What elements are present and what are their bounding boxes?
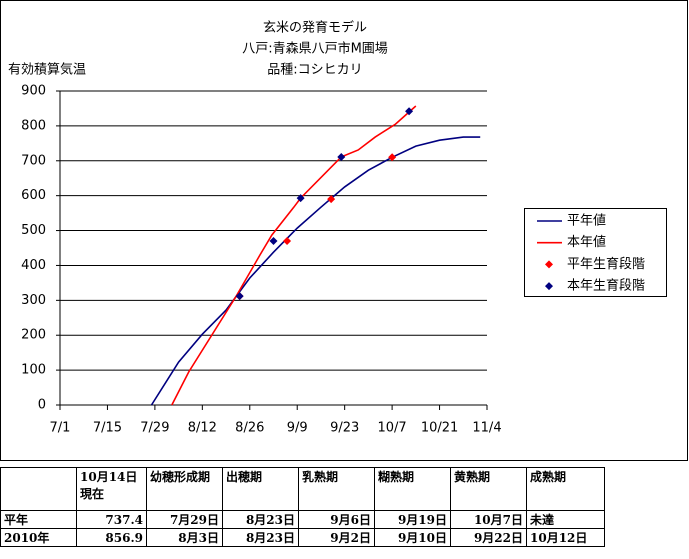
table-cell: 出穂期 bbox=[222, 467, 299, 511]
point bbox=[337, 152, 346, 161]
x-tick-label: 7/29 bbox=[140, 421, 169, 436]
table-cell: 856.9 bbox=[76, 528, 147, 547]
table-cell: 平年 bbox=[0, 510, 77, 529]
table-cell: 黄熟期 bbox=[450, 467, 527, 511]
x-tick-label: 10/7 bbox=[378, 421, 407, 436]
table-cell: 2010年 bbox=[0, 528, 77, 547]
x-tick-label: 11/4 bbox=[472, 421, 501, 436]
y-tick-label: 700 bbox=[21, 153, 46, 168]
legend-marker bbox=[545, 260, 553, 269]
chart: 玄米の発育モデル 八戸:青森県八戸市M圃場 品種:コシヒカリ 有効積算気温 0 1… bbox=[0, 0, 688, 461]
chart-subtitle: 品種:コシヒカリ bbox=[267, 62, 362, 78]
table-cell: 10月7日 bbox=[450, 510, 527, 529]
table-cell: 9月22日 bbox=[450, 528, 527, 547]
point bbox=[283, 237, 292, 246]
x-tick-label: 7/1 bbox=[50, 421, 71, 436]
x-tick-label: 7/15 bbox=[93, 421, 122, 436]
table-cell: 幼穂形成期 bbox=[146, 467, 223, 511]
point bbox=[269, 237, 278, 246]
table-cell: 9月2日 bbox=[298, 528, 375, 547]
chart-frame bbox=[0, 0, 688, 461]
legend-box bbox=[524, 208, 667, 297]
table-cell: 8月23日 bbox=[222, 510, 299, 529]
y-tick-label: 300 bbox=[21, 293, 46, 308]
table-cell: 未達 bbox=[526, 510, 605, 529]
table-cell bbox=[0, 467, 77, 511]
y-tick-label: 500 bbox=[21, 223, 46, 238]
y-tick-label: 800 bbox=[21, 118, 46, 133]
y-tick-label: 100 bbox=[21, 363, 46, 378]
point bbox=[405, 107, 414, 116]
table-cell: 8月3日 bbox=[146, 528, 223, 547]
x-tick-label: 8/26 bbox=[235, 421, 264, 436]
table-cell: 9月19日 bbox=[374, 510, 451, 529]
table-cell: 7月29日 bbox=[146, 510, 223, 529]
table-cell: 9月10日 bbox=[374, 528, 451, 547]
legend-label: 本年生育段階 bbox=[567, 278, 645, 294]
point bbox=[235, 292, 244, 301]
table-cell: 10月12日 bbox=[526, 528, 605, 547]
legend-label: 平年生育段階 bbox=[567, 256, 645, 272]
point bbox=[388, 153, 397, 162]
y-tick-label: 0 bbox=[38, 398, 46, 413]
y-tick-label: 200 bbox=[21, 328, 46, 343]
point bbox=[296, 194, 305, 203]
series-line bbox=[171, 105, 417, 406]
table-cell: 8月23日 bbox=[222, 528, 299, 547]
x-tick-label: 10/21 bbox=[421, 421, 458, 436]
y-tick-label: 900 bbox=[21, 84, 46, 99]
table-cell: 乳熟期 bbox=[298, 467, 375, 511]
x-tick-label: 9/23 bbox=[330, 421, 359, 436]
y-tick-label: 600 bbox=[21, 188, 46, 203]
legend-marker bbox=[545, 282, 553, 291]
x-tick-label: 8/12 bbox=[188, 421, 217, 436]
series-line bbox=[150, 136, 481, 406]
table-cell: 9月6日 bbox=[298, 510, 375, 529]
x-tick-label: 9/9 bbox=[287, 421, 308, 436]
table-cell: 737.4 bbox=[76, 510, 147, 529]
point bbox=[327, 195, 336, 204]
stage-table: 10月14日現在 幼穂形成期 出穂期 乳熟期 糊熟期 黄熟期 成熟期 平年 737.4 7月29… bbox=[0, 467, 605, 547]
table-cell: 10月14日現在 bbox=[76, 467, 147, 511]
chart-title: 玄米の発育モデル bbox=[263, 20, 367, 36]
legend-label: 本年値 bbox=[567, 234, 606, 250]
legend-label: 平年値 bbox=[567, 213, 606, 229]
chart-subtitle: 八戸:青森県八戸市M圃場 bbox=[242, 41, 388, 57]
table-cell: 糊熟期 bbox=[374, 467, 451, 511]
y-tick-label: 400 bbox=[21, 258, 46, 273]
y-axis-label: 有効積算気温 bbox=[8, 62, 86, 78]
table-cell: 成熟期 bbox=[526, 467, 605, 511]
